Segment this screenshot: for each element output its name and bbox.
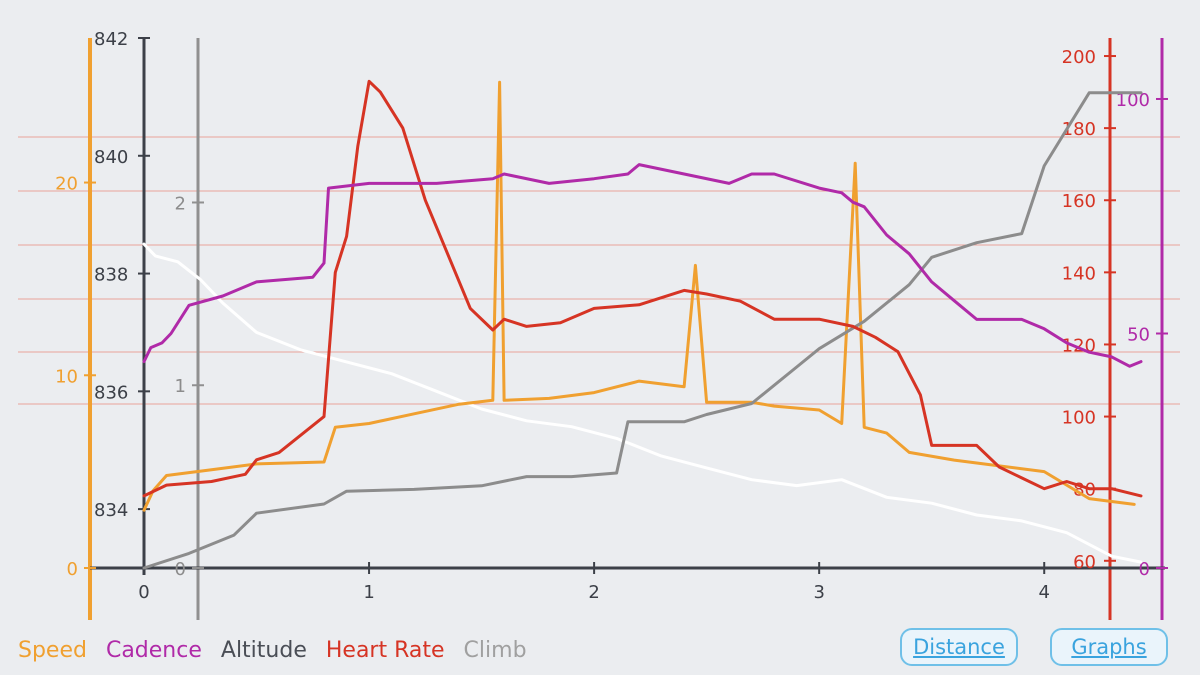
- speed-tick-label: 20: [55, 174, 78, 195]
- altitude-tick-label: 836: [94, 382, 128, 403]
- altitude-tick-label: 840: [94, 147, 128, 168]
- heart-rate-series-line: [142, 79, 1143, 498]
- legend-speed[interactable]: Speed: [18, 638, 87, 663]
- x-tick-label: 1: [363, 582, 374, 603]
- legend-cadence[interactable]: Cadence: [105, 638, 202, 663]
- cadence-tick-label: 50: [1127, 324, 1150, 345]
- heart-rate-tick-label: 200: [1062, 47, 1096, 68]
- speed-tick-label: 0: [67, 559, 78, 580]
- climb-tick-label: 2: [175, 193, 186, 214]
- x-tick-label: 0: [138, 582, 149, 603]
- legend-heart-rate[interactable]: Heart Rate: [325, 638, 445, 663]
- cadence-series-line: [142, 163, 1143, 368]
- altitude-tick-label: 842: [94, 29, 128, 50]
- graphs-button[interactable]: Graphs: [1050, 628, 1168, 666]
- chart-legend: Speed Cadence Altitude Heart Rate Climb: [18, 638, 539, 663]
- altitude-tick-label: 838: [94, 265, 128, 286]
- legend-climb[interactable]: Climb: [463, 638, 527, 663]
- altitude-tick-label: 834: [94, 500, 128, 521]
- x-tick-label: 4: [1038, 582, 1049, 603]
- speed-series-line: [142, 80, 1136, 512]
- heart-rate-tick-label: 160: [1062, 191, 1096, 212]
- cadence-tick-label: 0: [1139, 559, 1150, 580]
- climb-tick-label: 0: [175, 559, 186, 580]
- altitude-series-line: [142, 242, 1143, 564]
- x-tick-label: 2: [588, 582, 599, 603]
- cadence-tick-label: 100: [1116, 90, 1150, 111]
- chart-canvas: 0 1 2 3 483483683884084201020012608010012014…: [18, 29, 1180, 620]
- heart-rate-tick-label: 60: [1073, 552, 1096, 573]
- climb-tick-label: 1: [175, 376, 186, 397]
- heart-rate-tick-label: 100: [1062, 408, 1096, 429]
- climb-series-line: [142, 91, 1143, 570]
- distance-button[interactable]: Distance: [900, 628, 1018, 666]
- legend-altitude[interactable]: Altitude: [220, 638, 307, 663]
- x-tick-label: 3: [813, 582, 824, 603]
- heart-rate-tick-label: 140: [1062, 263, 1096, 284]
- speed-tick-label: 10: [55, 366, 78, 387]
